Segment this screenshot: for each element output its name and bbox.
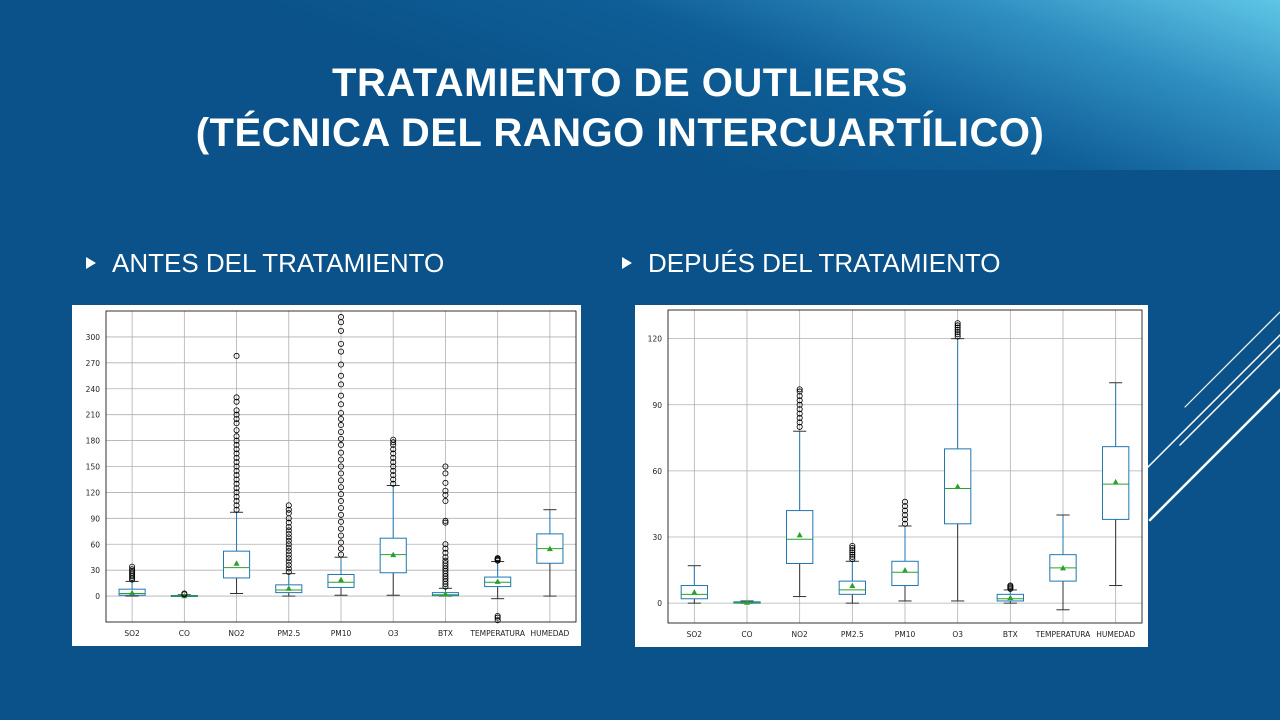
- x-tick-label: SO2: [687, 630, 703, 639]
- bullet-after: DEPUÉS DEL TRATAMIENTO: [622, 248, 1001, 278]
- y-tick-label: 210: [86, 411, 101, 420]
- x-tick-label: BTX: [1003, 630, 1018, 639]
- slide-title: TRATAMIENTO DE OUTLIERS (TÉCNICA DEL RAN…: [0, 58, 1240, 158]
- bullet-before: ANTES DEL TRATAMIENTO: [86, 248, 444, 278]
- box-humedad: [1103, 383, 1129, 586]
- y-tick-label: 30: [90, 566, 100, 575]
- box-co: [734, 599, 760, 605]
- y-tick-label: 0: [95, 592, 100, 601]
- bullet-before-label: ANTES DEL TRATAMIENTO: [112, 248, 444, 278]
- y-tick-label: 60: [652, 467, 662, 476]
- y-tick-label: 60: [90, 540, 100, 549]
- title-line-2: (TÉCNICA DEL RANGO INTERCUARTÍLICO): [0, 108, 1240, 158]
- box-btx: [997, 583, 1023, 603]
- box-co: [171, 591, 197, 598]
- box-pm25: [839, 543, 865, 603]
- box-so2: [681, 566, 707, 603]
- bullet-triangle-icon: [86, 257, 96, 269]
- x-tick-label: CO: [741, 630, 752, 639]
- box-o3: [945, 321, 971, 601]
- x-tick-label: HUMEDAD: [1096, 630, 1135, 639]
- x-tick-label: CO: [179, 629, 190, 638]
- y-tick-label: 240: [86, 385, 101, 394]
- iqr-box: [892, 561, 918, 585]
- x-tick-label: PM10: [895, 630, 916, 639]
- title-line-1: TRATAMIENTO DE OUTLIERS: [0, 58, 1240, 108]
- box-o3: [380, 437, 406, 595]
- y-tick-label: 120: [86, 488, 101, 497]
- x-tick-label: PM2.5: [841, 630, 864, 639]
- x-tick-label: TEMPERATURA: [1035, 630, 1091, 639]
- x-tick-label: PM2.5: [277, 629, 300, 638]
- x-tick-label: HUMEDAD: [530, 629, 569, 638]
- chart-before: 0 30 60 90 120 150 180 210 240 270 300 SO2 CO NO2 PM2.…: [72, 305, 581, 646]
- x-tick-label: O3: [388, 629, 399, 638]
- bullet-triangle-icon: [622, 257, 632, 269]
- x-tick-label: O3: [952, 630, 963, 639]
- x-tick-label: SO2: [124, 629, 140, 638]
- x-tick-label: TEMPERATURA: [469, 629, 525, 638]
- y-tick-label: 30: [652, 533, 662, 542]
- y-tick-label: 90: [652, 401, 662, 410]
- x-tick-label: PM10: [331, 629, 352, 638]
- box-humedad: [537, 510, 563, 596]
- y-tick-label: 90: [90, 514, 100, 523]
- y-tick-label: 0: [657, 599, 662, 608]
- y-tick-label: 180: [86, 437, 101, 446]
- y-tick-label: 300: [86, 333, 101, 342]
- bullet-after-label: DEPUÉS DEL TRATAMIENTO: [648, 248, 1001, 278]
- chart-after: 0 30 60 90 120 SO2 CO NO2 PM2.5 PM10 O3 BTX TEMPERAT…: [635, 305, 1148, 647]
- y-tick-label: 120: [648, 335, 663, 344]
- x-tick-label: NO2: [228, 629, 245, 638]
- y-tick-label: 150: [86, 463, 101, 472]
- y-tick-label: 270: [86, 359, 101, 368]
- x-tick-label: NO2: [792, 630, 809, 639]
- box-temperatura: [1050, 515, 1076, 610]
- x-tick-label: BTX: [438, 629, 453, 638]
- boxplot-after: 0 30 60 90 120 SO2 CO NO2 PM2.5 PM10 O3 BTX TEMPERAT…: [635, 305, 1148, 647]
- boxplot-before: 0 30 60 90 120 150 180 210 240 270 300 SO2 CO NO2 PM2.…: [72, 305, 581, 646]
